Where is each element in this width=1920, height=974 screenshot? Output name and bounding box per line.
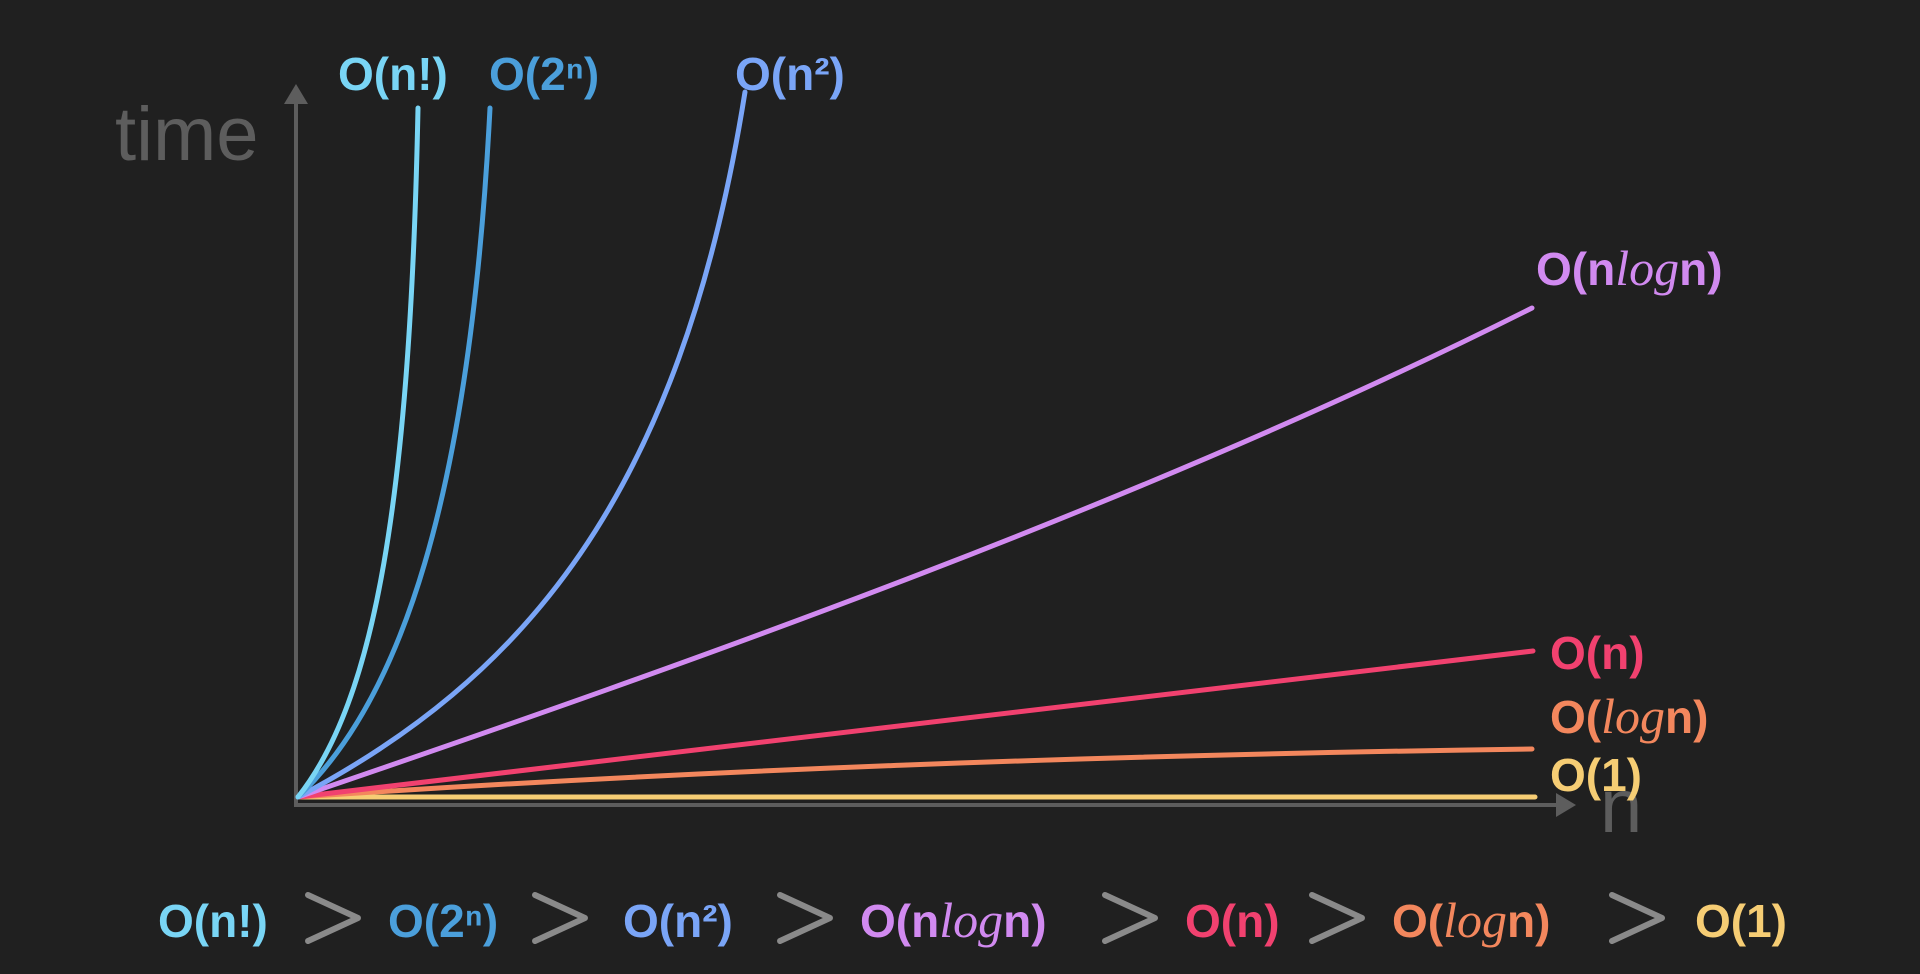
ordering-caption: O(n!) O(2ⁿ) O(n²) O(nlogn) O(n) O(logn) … [158,892,1787,948]
y-axis-arrow-icon [284,84,308,104]
series-label-factorial: O(n!) [338,48,448,100]
ordering-item-linear: O(n) [1185,895,1280,947]
series-label-constant: O(1) [1550,749,1642,801]
ordering-item-nlogn: O(nlogn) [860,892,1047,948]
series-label-exponential: O(2ⁿ) [489,48,599,100]
series-line-exponential [295,105,493,800]
ordering-item-factorial: O(n!) [158,895,268,947]
series-curves [295,89,1538,800]
y-axis-label: time [115,92,259,177]
greater-than-separator [1609,892,1665,944]
greater-than-separator [1102,892,1158,944]
series-label-nlogn: O(nlogn) [1536,240,1723,296]
ordering-item-quadratic: O(n²) [623,895,733,947]
series-labels: O(n!) O(2ⁿ) O(n²) O(nlogn) O(n) O(logn) … [338,48,1723,801]
ordering-item-constant: O(1) [1695,895,1787,947]
x-axis-label: n [1600,764,1642,849]
series-line-quadratic [295,89,748,800]
series-line-linear [295,648,1536,800]
series-line-nlogn [295,305,1535,800]
ordering-item-logn: O(logn) [1392,892,1550,948]
series-line-logn [295,746,1535,800]
greater-than-separator [532,892,588,944]
ordering-item-exponential: O(2ⁿ) [388,895,498,947]
series-line-factorial [295,105,421,800]
series-label-linear: O(n) [1550,627,1645,679]
greater-than-separator [1309,892,1365,944]
series-label-logn: O(logn) [1550,688,1708,744]
x-axis-arrow-icon [1556,793,1576,817]
series-label-quadratic: O(n²) [735,48,845,100]
greater-than-separator [305,892,361,944]
greater-than-separator [777,892,833,944]
axes: time n [115,84,1642,849]
